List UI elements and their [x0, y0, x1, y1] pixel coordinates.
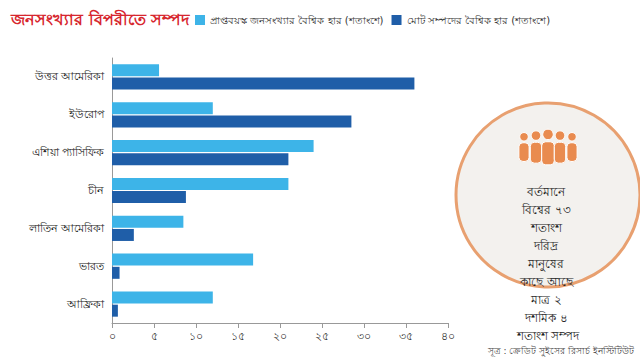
svg-text:বিশ্বের ৭৩: বিশ্বের ৭৩ — [521, 203, 575, 217]
svg-text:কাছে আছে: কাছে আছে — [519, 275, 577, 289]
svg-text:২৫: ২৫ — [315, 330, 329, 343]
svg-text:মোট সম্পদের বৈশ্বিক হার (শতাংশ: মোট সম্পদের বৈশ্বিক হার (শতাংশে) — [407, 14, 551, 26]
svg-text:বর্তমানে: বর্তমানে — [526, 185, 569, 199]
svg-text:আফ্রিকা: আফ্রিকা — [66, 298, 105, 311]
svg-text:ভারত: ভারত — [78, 260, 105, 273]
svg-text:দরিদ্র: দরিদ্র — [533, 239, 562, 253]
svg-text:প্রাপ্তবয়স্ক জনসংখ্যার বৈশ্বি: প্রাপ্তবয়স্ক জনসংখ্যার বৈশ্বিক হার (শতা… — [210, 15, 384, 26]
svg-text:জনসংখ্যার বিপরীতে সম্পদ: জনসংখ্যার বিপরীতে সম্পদ — [10, 9, 190, 29]
svg-text:১০: ১০ — [189, 330, 203, 343]
svg-text:শতাংশ সম্পদ: শতাংশ সম্পদ — [516, 329, 581, 343]
svg-text:৩০: ৩০ — [357, 330, 371, 343]
svg-text:লাতিন আমেরিকা: লাতিন আমেরিকা — [28, 222, 105, 235]
svg-text:উত্তর আমেরিকা: উত্তর আমেরিকা — [34, 70, 105, 83]
svg-text:দশমিক ৪: দশমিক ৪ — [524, 311, 572, 325]
svg-text:শতাংশ: শতাংশ — [530, 221, 566, 235]
svg-text:৫: ৫ — [151, 330, 158, 343]
svg-text:৪০: ৪০ — [441, 330, 455, 343]
svg-text:২০: ২০ — [273, 330, 287, 343]
svg-text:সূত্র : ক্রেডিট সুইসের রিসার্চ: সূত্র : ক্রেডিট সুইসের রিসার্চ ইনস্টিটিউ… — [487, 345, 635, 357]
svg-text:০: ০ — [109, 330, 116, 343]
svg-text:ইউরোপ: ইউরোপ — [68, 108, 105, 121]
svg-text:মানুষের: মানুষের — [527, 257, 568, 272]
svg-text:মাত্র ২: মাত্র ২ — [530, 293, 566, 307]
svg-text:১৫: ১৫ — [231, 330, 245, 343]
svg-text:এশিয়া প্যাসিফিক: এশিয়া প্যাসিফিক — [32, 146, 105, 159]
svg-text:চীন: চীন — [87, 184, 104, 197]
svg-text:৩৫: ৩৫ — [399, 330, 413, 343]
